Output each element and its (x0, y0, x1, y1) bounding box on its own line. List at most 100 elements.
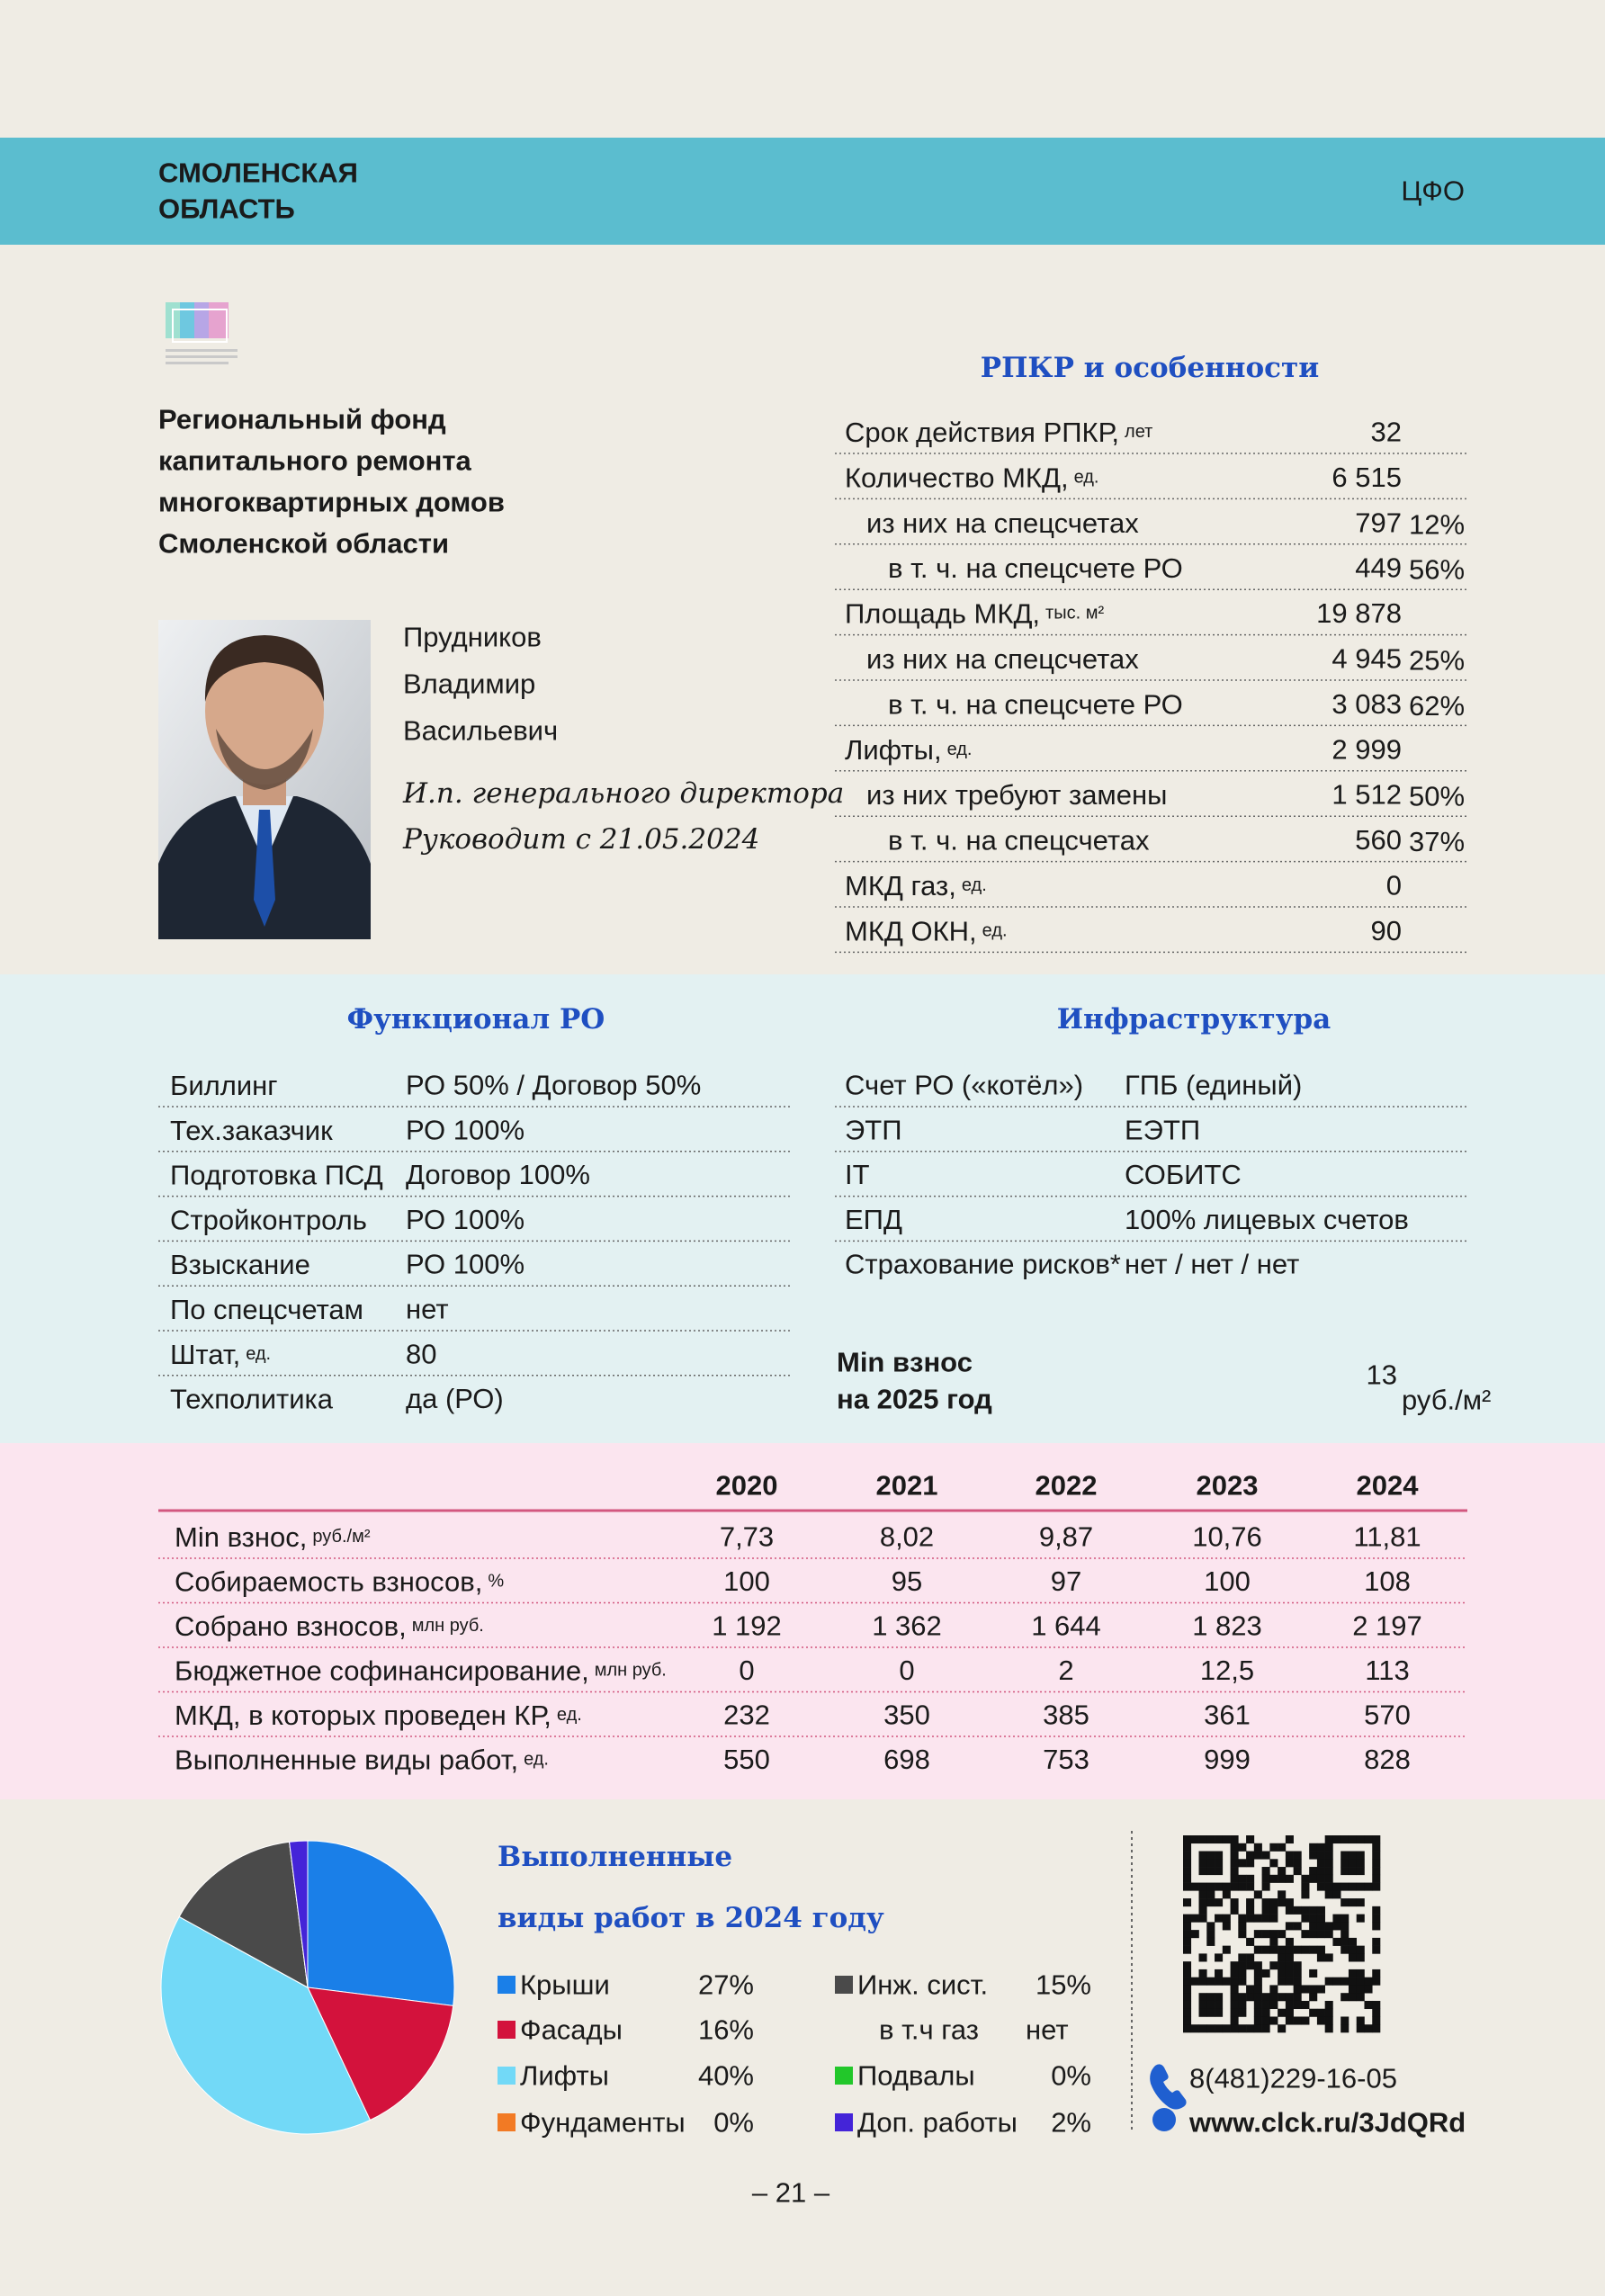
table-value: 97 (1051, 1565, 1081, 1597)
qr-module (1246, 1859, 1255, 1868)
qr-module (1190, 1930, 1199, 1939)
qr-module (1332, 1890, 1341, 1899)
qr-module (1285, 1945, 1294, 1954)
qr-module (1222, 1922, 1231, 1931)
legend-label: Инж. сист. (857, 1969, 988, 2001)
functional-label-text: По спецсчетам (170, 1294, 363, 1325)
qr-module (1222, 1890, 1231, 1899)
table-value: 100 (1204, 1565, 1251, 1597)
person-name: Владимир (403, 668, 535, 700)
legend-value: 27% (698, 1969, 754, 2001)
qr-module (1348, 1859, 1358, 1868)
rpkr-share: 62% (1409, 690, 1465, 722)
qr-module (1238, 2024, 1247, 2033)
year-header: 2021 (876, 1470, 938, 1502)
qr-module (1285, 1898, 1294, 1907)
qr-module (1198, 1993, 1207, 2002)
qr-module (1206, 2000, 1215, 2010)
qr-module (1372, 1851, 1381, 1860)
photo-tie (254, 810, 275, 927)
rpkr-value: 90 (1371, 915, 1402, 946)
legend-label: Фундаменты (520, 2107, 686, 2139)
table-value: 1 192 (712, 1610, 782, 1642)
functional-value: РО 100% (406, 1249, 525, 1280)
functional-value: РО 100% (406, 1204, 525, 1235)
logo-grid (172, 309, 228, 343)
rpkr-label: Количество МКД, ед. (845, 462, 1099, 493)
qr-module (1340, 1945, 1349, 1954)
qr-module (1183, 2008, 1192, 2017)
organization-name: Региональный фонд (158, 404, 446, 435)
qr-module (1324, 1882, 1333, 1891)
table-value: 2 (1058, 1655, 1073, 1686)
qr-module (1246, 1937, 1255, 1946)
qr-module (1230, 1843, 1239, 1852)
rpkr-label-text: МКД газ, (845, 870, 956, 901)
qr-module (1293, 1851, 1302, 1860)
qr-module (1372, 2008, 1381, 2017)
qr-module (1253, 1985, 1262, 1994)
functional-label: Штат, ед. (170, 1338, 271, 1369)
qr-module (1253, 1890, 1262, 1899)
qr-module (1198, 1882, 1207, 1891)
qr-module (1348, 1969, 1358, 1978)
qr-module (1215, 1993, 1224, 2002)
qr-module (1324, 1859, 1333, 1868)
legend-value: 0% (713, 2107, 754, 2139)
qr-module (1285, 1969, 1294, 1978)
qr-module (1198, 1859, 1207, 1868)
table-value: 108 (1364, 1565, 1411, 1597)
blue-section (0, 974, 1605, 1443)
qr-module (1261, 1930, 1270, 1939)
photo-face (205, 637, 324, 785)
qr-module (1278, 2024, 1287, 2033)
qr-module (1372, 2016, 1381, 2025)
qr-module (1238, 1977, 1247, 1986)
qr-module (1316, 1930, 1325, 1939)
qr-module (1261, 1874, 1270, 1883)
rpkr-label: из них на спецсчетах (866, 507, 1139, 538)
qr-module (1356, 1985, 1365, 1994)
qr-module (1356, 1945, 1365, 1954)
legend-value: 0% (1051, 2060, 1091, 2092)
table-value: 12,5 (1200, 1655, 1254, 1686)
qr-module (1183, 1945, 1192, 1954)
qr-module (1198, 1914, 1207, 1923)
table-label-text: Min взнос, (175, 1521, 307, 1553)
rpkr-label: из них требуют замены (866, 779, 1167, 811)
qr-module (1316, 1914, 1325, 1923)
table-value: 1 644 (1031, 1610, 1101, 1642)
rpkr-label-text: Лифты, (845, 733, 942, 765)
qr-module (1269, 1945, 1278, 1954)
table-label: Собрано взносов, млн руб. (175, 1610, 484, 1642)
legend-value: 40% (698, 2060, 754, 2092)
qr-module (1261, 1867, 1270, 1876)
qr-module (1324, 2024, 1333, 2033)
qr-module (1222, 2024, 1231, 2033)
rpkr-value: 32 (1371, 417, 1402, 448)
qr-module (1309, 1867, 1318, 1876)
qr-module (1183, 1993, 1192, 2002)
table-value: 2 197 (1352, 1610, 1422, 1642)
functional-label: Техполитика (170, 1383, 334, 1414)
qr-module (1206, 1937, 1215, 1946)
qr-module (1230, 1961, 1239, 1970)
qr-module (1198, 1977, 1207, 1986)
qr-module (1356, 1898, 1365, 1907)
qr-module (1301, 1874, 1310, 1883)
table-value: 753 (1043, 1744, 1089, 1775)
qr-module (1198, 1890, 1207, 1899)
logo-caption (166, 349, 238, 352)
qr-module (1230, 1882, 1239, 1891)
qr-module (1246, 1906, 1255, 1915)
qr-module (1183, 1961, 1192, 1970)
qr-module (1215, 2024, 1224, 2033)
qr-module (1238, 1993, 1247, 2002)
qr-module (1309, 1843, 1318, 1852)
qr-module (1309, 1874, 1318, 1883)
qr-module (1332, 1922, 1341, 1931)
qr-module (1198, 2000, 1207, 2010)
qr-module (1230, 1977, 1239, 1986)
qr-module (1238, 1914, 1247, 1923)
rpkr-label-unit: лет (1125, 422, 1152, 442)
